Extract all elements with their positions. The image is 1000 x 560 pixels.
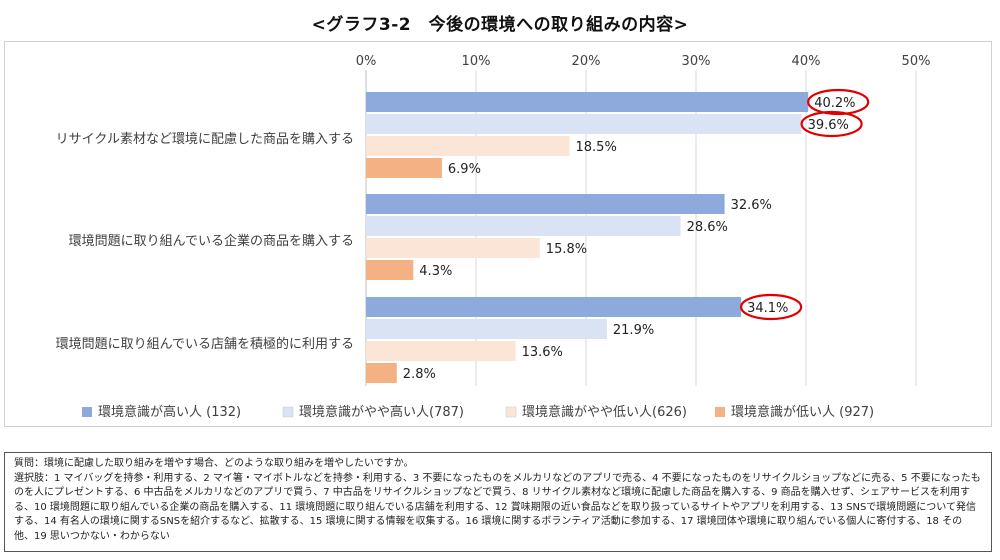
legend-label: 環境意識がやや低い人(626) (522, 404, 687, 420)
bar (366, 319, 607, 339)
options-text: 選択肢：1 マイバッグを持参・利用する、2 マイ箸・マイボトルなどを持参・利用す… (14, 472, 981, 542)
data-label: 34.1% (747, 301, 788, 316)
bar (366, 238, 540, 258)
bar (366, 136, 570, 156)
legend-swatch (505, 406, 517, 418)
bar (366, 194, 725, 214)
x-tick-label: 0% (356, 54, 377, 69)
chart-title: <グラフ3-2 今後の環境への取り組みの内容> (311, 15, 689, 35)
data-label: 40.2% (814, 96, 855, 111)
category-label: 環境問題に取り組んでいる企業の商品を購入する (69, 233, 354, 249)
data-label: 6.9% (448, 162, 481, 177)
bar (366, 216, 681, 236)
x-tick-label: 20% (572, 54, 601, 69)
data-label: 18.5% (576, 140, 617, 155)
highlight-circle (807, 88, 870, 116)
bar (366, 297, 742, 317)
x-tick-label: 30% (682, 54, 711, 69)
data-label: 39.6% (808, 118, 849, 133)
bar (366, 158, 442, 178)
legend-swatch (282, 406, 294, 418)
x-tick-label: 10% (462, 54, 491, 69)
data-label: 15.8% (546, 242, 587, 257)
x-tick-label: 50% (902, 54, 931, 69)
x-tick-label: 40% (792, 54, 821, 69)
data-label: 28.6% (687, 220, 728, 235)
data-label: 13.6% (522, 345, 563, 360)
data-label: 21.9% (613, 323, 654, 338)
bar (366, 363, 397, 383)
data-label: 32.6% (731, 198, 772, 213)
legend-label: 環境意識が高い人 (132) (98, 404, 241, 420)
highlight-circle (739, 293, 803, 321)
bar (366, 341, 516, 361)
highlight-circle (800, 110, 863, 138)
data-label: 4.3% (419, 264, 452, 279)
legend-swatch (715, 407, 725, 417)
data-label: 2.8% (403, 367, 436, 382)
chart-frame: 0% 10% 20% 30% 40% 50% リサイクル素材など環境に配慮した商品を購入する… (4, 41, 992, 427)
category-label: 環境問題に取り組んでいる店舗を積極的に利用する (56, 336, 354, 352)
category-label: リサイクル素材など環境に配慮した商品を購入する (56, 132, 354, 147)
bar-chart: 0% 10% 20% 30% 40% 50% リサイクル素材など環境に配慮した商品を購入する… (56, 54, 931, 420)
legend-label: 環境意識が低い人 (927) (731, 404, 874, 420)
question-text: 質問：環境に配慮した取り組みを増やす場合、どのような取り組みを増やしたいですか。 (14, 458, 414, 469)
legend-swatch (82, 407, 92, 417)
legend-label: 環境意識がやや高い人(787) (299, 404, 464, 420)
bar (366, 260, 414, 280)
bar (366, 92, 809, 112)
notes-box: 質問：環境に配慮した取り組みを増やす場合、どのような取り組みを増やしたいですか。… (4, 452, 992, 552)
bar (366, 114, 802, 134)
